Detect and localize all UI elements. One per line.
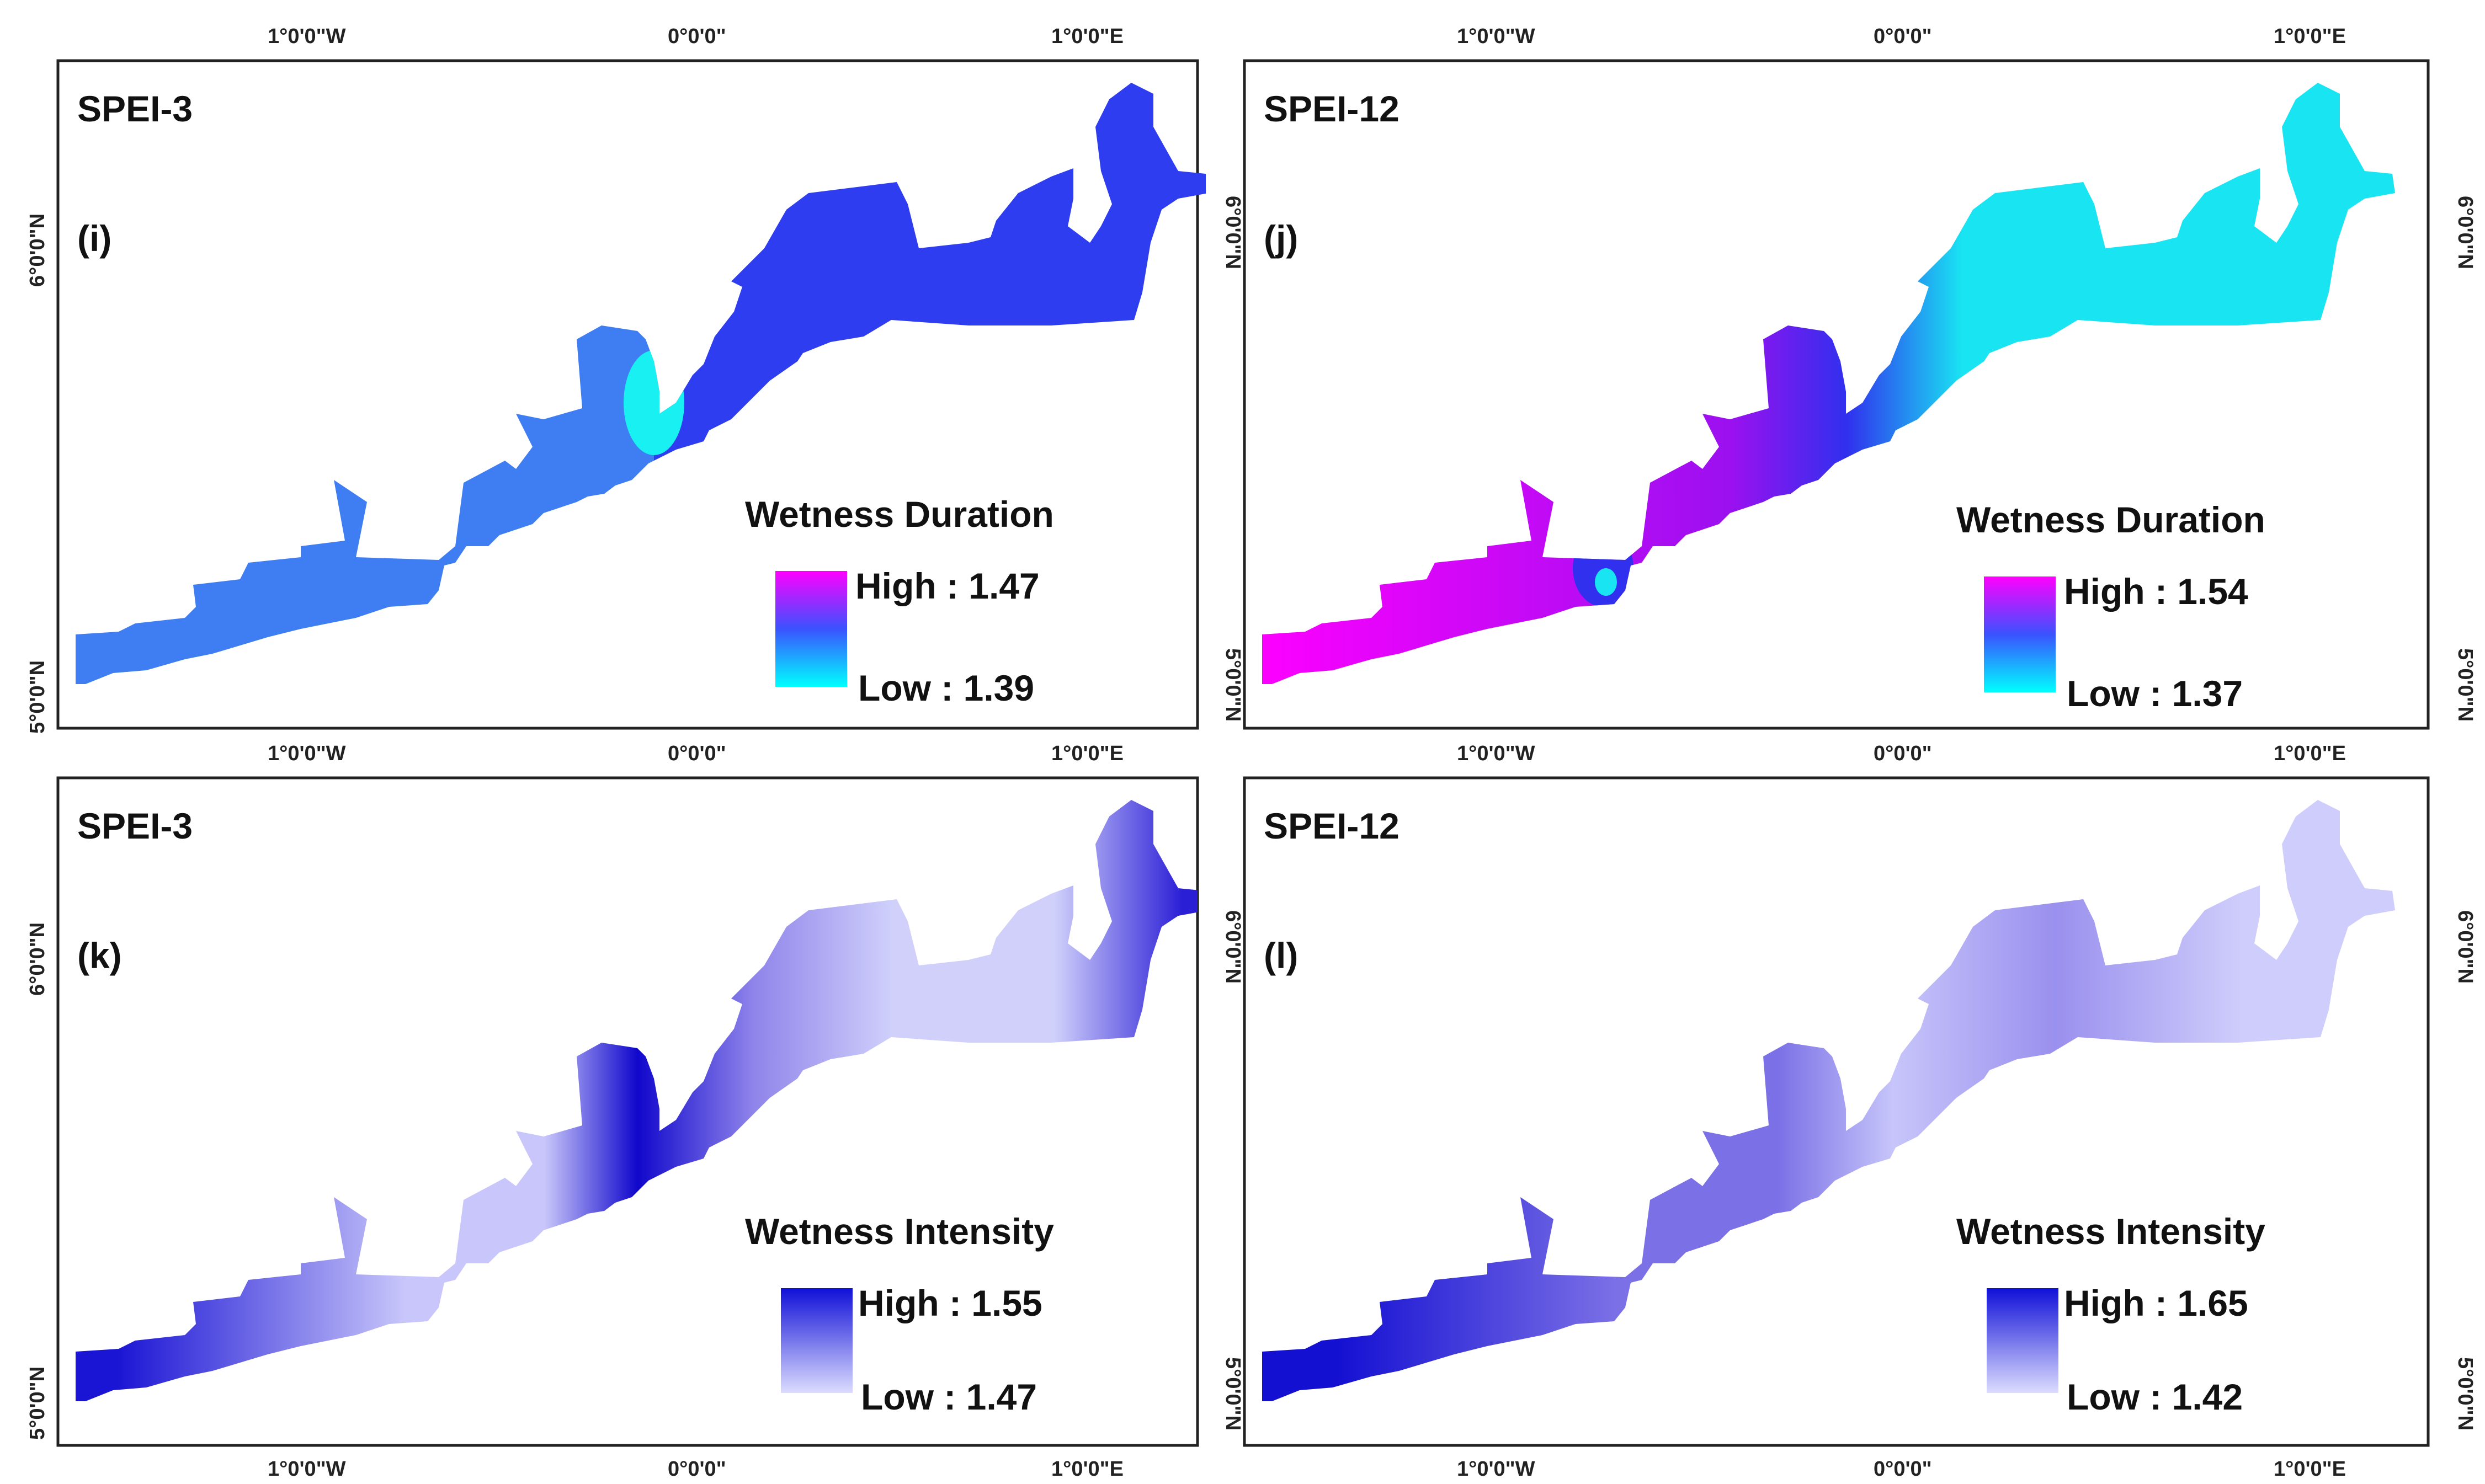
legend-low-label: Low : 1.42: [2067, 1376, 2243, 1417]
legend-title: Wetness Duration: [1956, 499, 2265, 540]
x-tick-label: 1°0'0"W: [1457, 1458, 1535, 1481]
legend-high-label: High : 1.65: [2064, 1283, 2248, 1323]
panel-label: (j): [1264, 218, 1298, 259]
x-tick-label: 1°0'0"E: [2274, 25, 2346, 48]
legend-color-ramp: [781, 1288, 853, 1393]
y-ticks-middle-bottom: 6°0'0"N 5°0'0"N: [1221, 910, 1244, 1430]
legend-color-ramp: [775, 571, 847, 687]
x-tick-label: 1°0'0"W: [268, 25, 346, 48]
y-ticks-left-top: 6°0'0"N 5°0'0"N: [26, 213, 49, 734]
x-tick-label: 0°0'0": [1874, 1458, 1932, 1481]
panel-title: SPEI-12: [1264, 805, 1400, 846]
x-ticks-top-right: 1°0'0"W 0°0'0" 1°0'0"E: [1457, 25, 2346, 48]
legend-color-ramp: [1987, 1288, 2058, 1393]
x-tick-label: 1°0'0"E: [2274, 1458, 2346, 1481]
y-tick-label: 5°0'0"N: [26, 660, 49, 734]
legend-title: Wetness Intensity: [745, 1211, 1054, 1252]
y-tick-label: 5°0'0"N: [2454, 648, 2477, 722]
x-ticks-top-left: 1°0'0"W 0°0'0" 1°0'0"E: [268, 25, 1124, 48]
panel-label: (k): [77, 935, 122, 976]
panel-title: SPEI-3: [77, 805, 193, 846]
panel-k: SPEI-3 (k) Wetness Intensity High : 1.55…: [56, 776, 1199, 1447]
legend-low-label: Low : 1.47: [861, 1376, 1037, 1417]
y-tick-label: 5°0'0"N: [2454, 1357, 2477, 1430]
legend-high-label: High : 1.55: [858, 1283, 1042, 1323]
x-tick-label: 0°0'0": [668, 1458, 726, 1481]
legend-high-label: High : 1.54: [2064, 571, 2248, 612]
y-tick-label: 6°0'0"N: [2454, 910, 2477, 984]
y-ticks-left-bottom: 6°0'0"N 5°0'0"N: [26, 922, 49, 1440]
legend-color-ramp: [1984, 576, 2056, 692]
y-ticks-middle-top: 6°0'0"N 5°0'0"N: [1221, 196, 1244, 722]
y-tick-label: 6°0'0"N: [2454, 196, 2477, 269]
y-tick-label: 6°0'0"N: [1221, 196, 1244, 269]
y-tick-label: 5°0'0"N: [1221, 1357, 1244, 1430]
x-tick-label: 1°0'0"W: [268, 1458, 346, 1481]
x-ticks-bottom-right: 1°0'0"W 0°0'0" 1°0'0"E: [1457, 1458, 2346, 1481]
x-tick-label: 1°0'0"E: [2274, 742, 2346, 765]
x-tick-label: 0°0'0": [668, 742, 726, 765]
panel-label: (l): [1264, 935, 1298, 976]
legend-low-label: Low : 1.37: [2067, 673, 2243, 714]
map-cyan-spot: [1595, 568, 1617, 596]
panel-j: SPEI-12 (j) Wetness Duration High : 1.54…: [1243, 59, 2430, 730]
legend-title: Wetness Duration: [745, 494, 1054, 535]
panel-label: (i): [77, 218, 111, 259]
legend-high-label: High : 1.47: [855, 565, 1040, 606]
y-tick-label: 5°0'0"N: [26, 1366, 49, 1440]
legend-low-label: Low : 1.39: [858, 668, 1034, 708]
panel-title: SPEI-12: [1264, 88, 1400, 129]
x-tick-label: 0°0'0": [1874, 25, 1932, 48]
x-tick-label: 1°0'0"E: [1051, 1458, 1124, 1481]
x-tick-label: 1°0'0"E: [1051, 25, 1124, 48]
y-ticks-right-bottom: 6°0'0"N 5°0'0"N: [2454, 910, 2477, 1430]
x-tick-label: 0°0'0": [668, 25, 726, 48]
x-tick-label: 0°0'0": [1874, 742, 1932, 765]
y-tick-label: 6°0'0"N: [26, 922, 49, 996]
y-tick-label: 6°0'0"N: [1221, 910, 1244, 984]
panel-i: SPEI-3 (i) Wetness Duration High : 1.47 …: [56, 59, 1206, 730]
x-tick-label: 1°0'0"W: [1457, 25, 1535, 48]
y-tick-label: 6°0'0"N: [26, 213, 49, 287]
legend-title: Wetness Intensity: [1956, 1211, 2265, 1252]
x-ticks-middle-left: 1°0'0"W 0°0'0" 1°0'0"E: [268, 742, 1124, 765]
y-tick-label: 5°0'0"N: [1221, 648, 1244, 722]
panel-l: SPEI-12 (l) Wetness Intensity High : 1.6…: [1243, 776, 2430, 1447]
x-tick-label: 1°0'0"E: [1051, 742, 1124, 765]
x-ticks-bottom-left: 1°0'0"W 0°0'0" 1°0'0"E: [268, 1458, 1124, 1481]
x-tick-label: 1°0'0"W: [1457, 742, 1535, 765]
x-tick-label: 1°0'0"W: [268, 742, 346, 765]
y-ticks-right-top: 6°0'0"N 5°0'0"N: [2454, 196, 2477, 722]
x-ticks-middle-right: 1°0'0"W 0°0'0" 1°0'0"E: [1457, 742, 2346, 765]
panel-title: SPEI-3: [77, 88, 193, 129]
